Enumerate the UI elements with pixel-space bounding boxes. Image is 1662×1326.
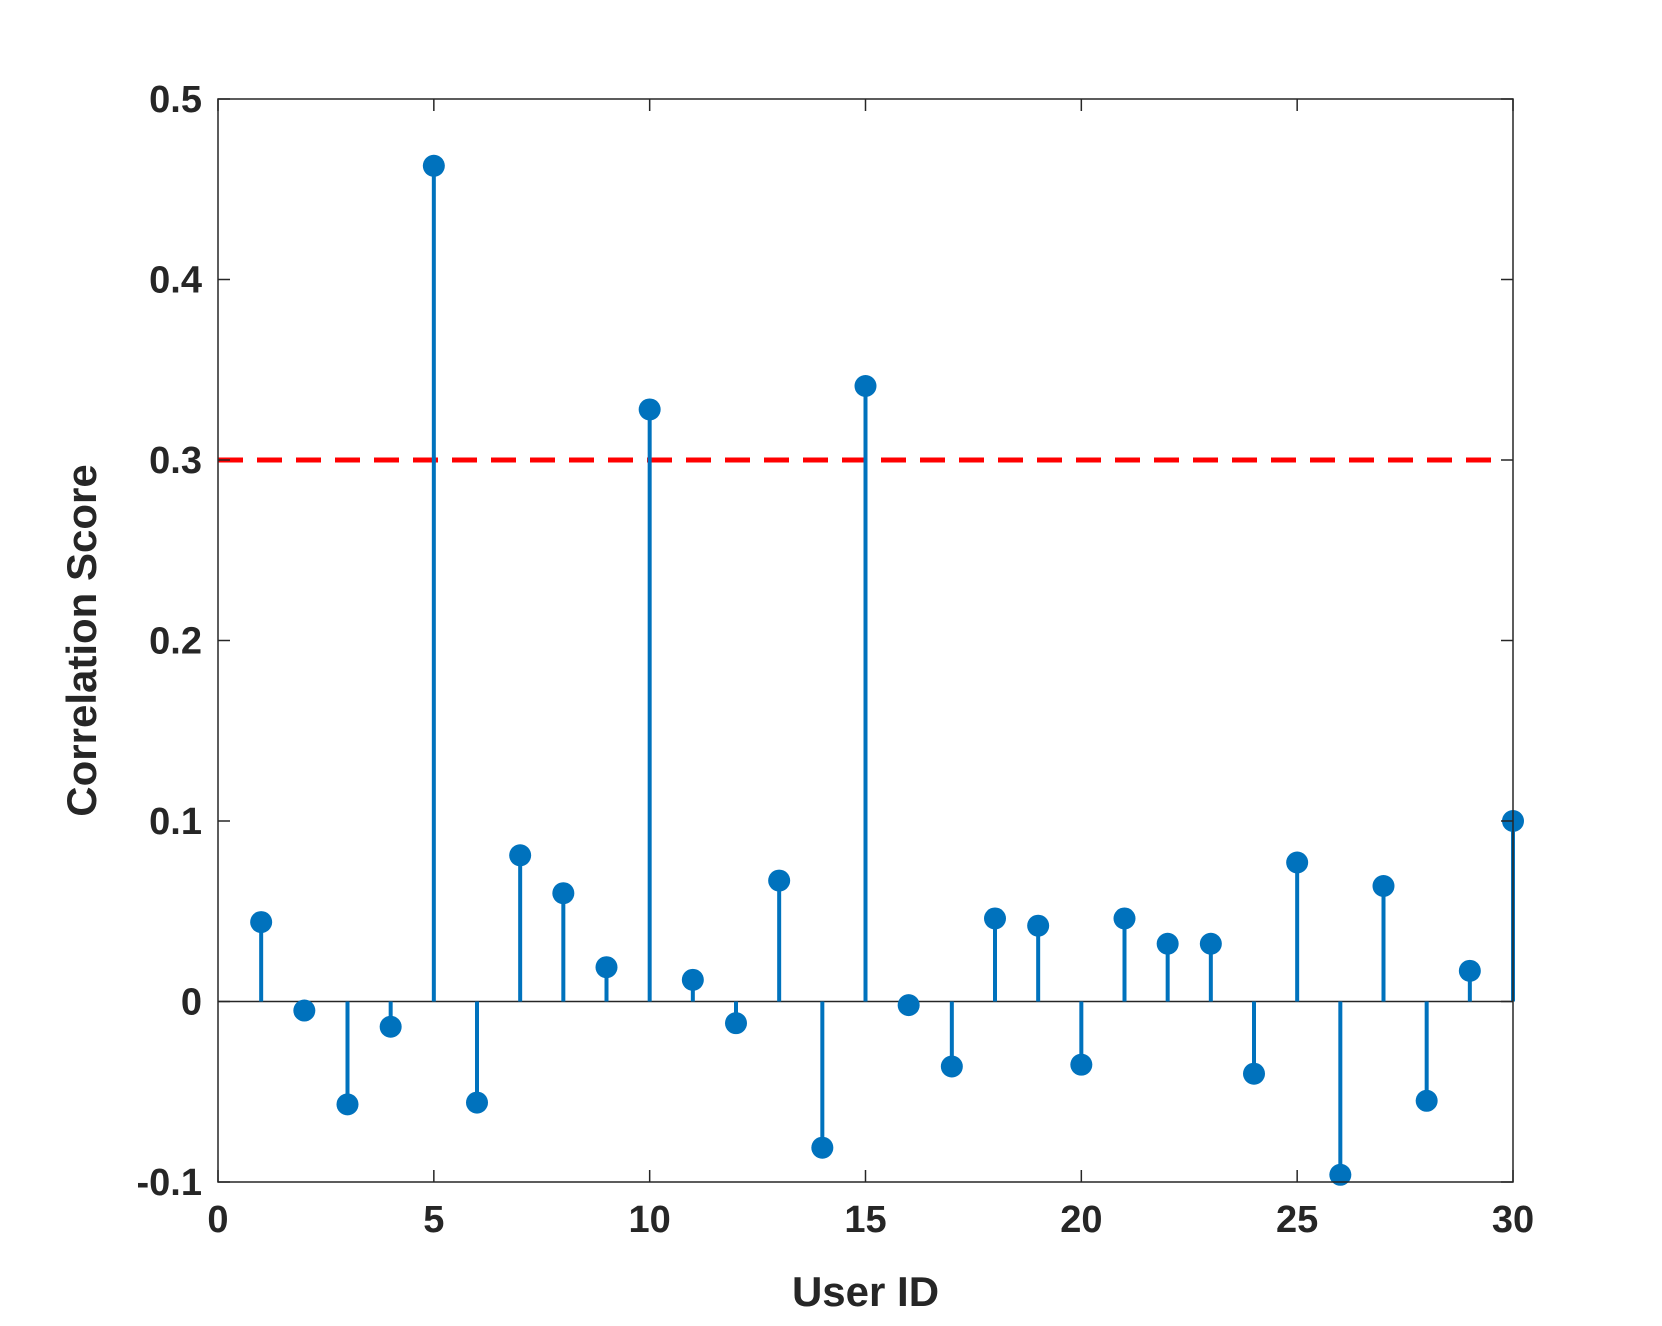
- y-tick-label: 0.1: [149, 801, 202, 843]
- stem-marker: [466, 1091, 488, 1114]
- stem-marker: [250, 911, 273, 934]
- x-tick-label: 30: [1492, 1199, 1534, 1241]
- stem-21: [1113, 907, 1136, 1002]
- stem-marker: [1243, 1062, 1265, 1085]
- stem-marker: [681, 968, 704, 991]
- stem-5: [422, 154, 445, 1002]
- stem-16: [897, 994, 920, 1017]
- x-tick-label: 15: [844, 1199, 886, 1241]
- stem-marker: [768, 869, 791, 892]
- stem-marker: [725, 1012, 747, 1035]
- stem-28: [1415, 1001, 1438, 1112]
- stem-15: [854, 374, 877, 1002]
- stem-marker: [1156, 932, 1179, 955]
- stem-marker: [509, 844, 532, 867]
- stem-marker: [1372, 874, 1395, 897]
- stem-9: [595, 956, 618, 1002]
- stem-13: [768, 869, 791, 1002]
- stem-11: [681, 968, 704, 1002]
- stem-4: [379, 1001, 402, 1038]
- y-tick-label: 0.2: [149, 621, 202, 663]
- stem-marker: [1286, 851, 1309, 874]
- stem-1: [250, 911, 273, 1002]
- stem-29: [1458, 959, 1481, 1002]
- stem-20: [1070, 1001, 1093, 1076]
- x-tick-label: 10: [629, 1199, 671, 1241]
- stem-3: [336, 1001, 359, 1116]
- stem-7: [509, 844, 532, 1002]
- stem-27: [1372, 874, 1395, 1002]
- stem-marker: [1027, 914, 1050, 937]
- stem-marker: [854, 374, 877, 397]
- stem-19: [1027, 914, 1050, 1002]
- x-axis-title: User ID: [792, 1268, 939, 1315]
- y-tick-label: -0.1: [137, 1162, 202, 1204]
- y-tick-label: 0.5: [149, 79, 202, 121]
- stem-marker: [1415, 1089, 1438, 1112]
- x-tick-label: 5: [423, 1199, 444, 1241]
- stem-marker: [379, 1015, 402, 1038]
- y-tick-label: 0.4: [149, 260, 202, 302]
- stem-marker: [595, 956, 618, 979]
- stem-14: [811, 1001, 834, 1159]
- x-tick-label: 20: [1060, 1199, 1102, 1241]
- stem-marker: [984, 907, 1006, 930]
- stem-marker: [940, 1055, 963, 1078]
- x-tick-label: 25: [1276, 1199, 1318, 1241]
- stem-marker: [1199, 932, 1222, 955]
- stem-marker: [1458, 959, 1481, 982]
- stem-6: [466, 1001, 488, 1114]
- stem-12: [725, 1001, 747, 1035]
- stem-marker: [1329, 1163, 1352, 1186]
- stem-marker: [293, 999, 316, 1022]
- stem-marker: [1070, 1053, 1093, 1076]
- stem-8: [552, 882, 575, 1002]
- stem-23: [1199, 932, 1222, 1002]
- stem-18: [984, 907, 1006, 1002]
- stem-22: [1156, 932, 1179, 1002]
- stem-marker: [552, 882, 575, 905]
- stem-10: [638, 398, 661, 1002]
- stem-marker: [422, 154, 445, 177]
- stem-25: [1286, 851, 1309, 1002]
- stem-17: [940, 1001, 963, 1078]
- stem-marker: [336, 1093, 359, 1116]
- y-tick-label: 0.3: [149, 440, 202, 482]
- stem-marker: [811, 1136, 834, 1159]
- y-tick-label: 0: [181, 982, 202, 1024]
- y-axis-title: Correlation Score: [58, 464, 105, 816]
- x-tick-label: 0: [207, 1199, 228, 1241]
- stem-2: [293, 999, 316, 1022]
- stem-marker: [897, 994, 920, 1017]
- stem-marker: [638, 398, 661, 421]
- stem-26: [1329, 1001, 1352, 1186]
- stem-marker: [1113, 907, 1136, 930]
- stem-24: [1243, 1001, 1265, 1085]
